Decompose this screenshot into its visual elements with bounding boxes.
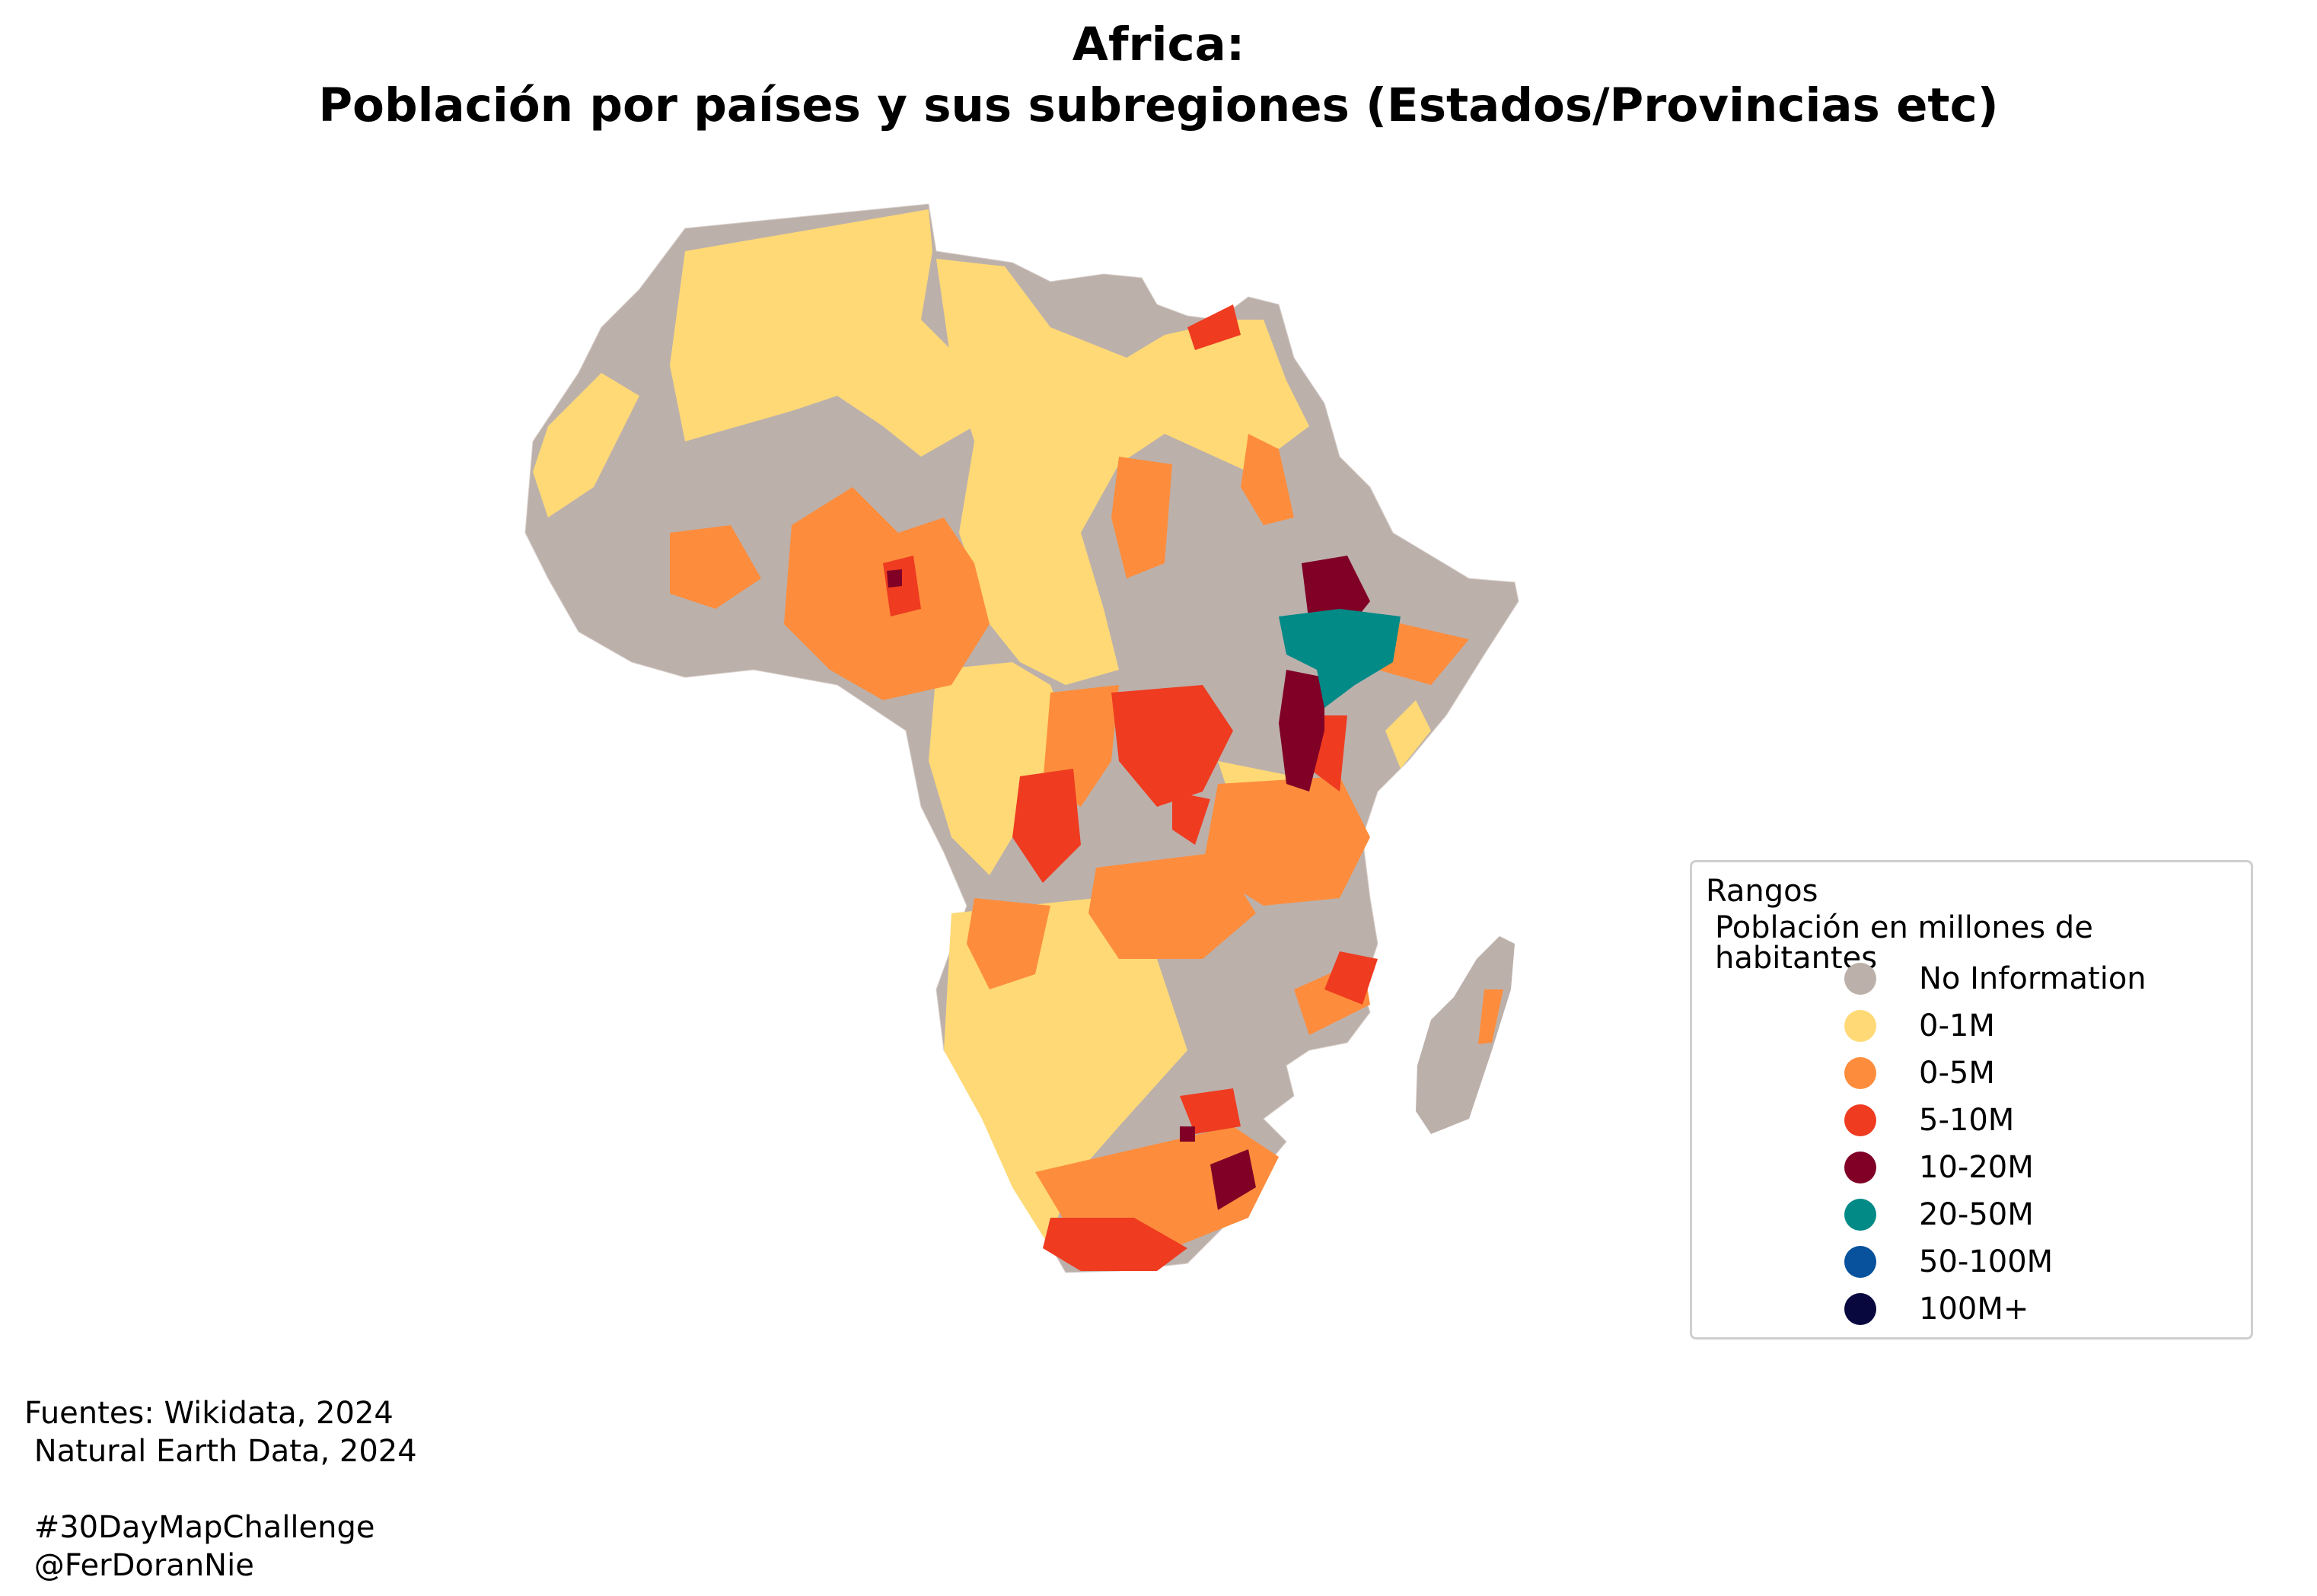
legend-label: 50-100M xyxy=(1919,1244,2054,1279)
range-5-10M-regions xyxy=(883,304,1378,1271)
legend-item: 10-20M xyxy=(1844,1144,2146,1191)
legend-swatch xyxy=(1844,1293,1876,1325)
legend-swatch xyxy=(1844,1246,1876,1278)
legend-label: 10-20M xyxy=(1919,1150,2034,1185)
source-line: Fuentes: Wikidata, 2024 xyxy=(24,1396,394,1431)
madagascar-east-coast xyxy=(1478,989,1503,1044)
range-0-1M-regions xyxy=(533,209,1431,1248)
legend-swatch xyxy=(1844,1199,1876,1231)
range-0-5M-regions xyxy=(670,434,1469,1248)
legend-item: No Information xyxy=(1844,955,2146,1002)
legend-label: 20-50M xyxy=(1919,1197,2034,1232)
legend-label: 5-10M xyxy=(1919,1103,2015,1138)
legend-item: 100M+ xyxy=(1844,1285,2146,1333)
legend: Rangos Población en millones de habitant… xyxy=(1690,860,2253,1340)
legend-item: 5-10M xyxy=(1844,1097,2146,1144)
legend-swatch xyxy=(1844,963,1876,995)
legend-swatch xyxy=(1844,1152,1876,1183)
legend-swatch xyxy=(1844,1010,1876,1042)
madagascar xyxy=(1416,936,1515,1134)
hashtag: #30DayMapChallenge xyxy=(24,1510,375,1545)
source-line: Natural Earth Data, 2024 xyxy=(24,1434,417,1469)
legend-item: 0-5M xyxy=(1844,1050,2146,1097)
legend-label: 0-1M xyxy=(1919,1008,1995,1043)
range-20-50M-regions xyxy=(1279,609,1401,708)
legend-item: 0-1M xyxy=(1844,1002,2146,1050)
source-credits: Fuentes: Wikidata, 2024 Natural Earth Da… xyxy=(24,1394,417,1585)
legend-item: 20-50M xyxy=(1844,1191,2146,1238)
legend-label: 100M+ xyxy=(1919,1292,2029,1327)
author-handle: @FerDoranNie xyxy=(24,1548,254,1583)
map-title-line1: Africa: xyxy=(1072,18,1245,72)
legend-label: 0-5M xyxy=(1919,1056,1995,1091)
legend-swatch xyxy=(1844,1057,1876,1089)
legend-swatch xyxy=(1844,1104,1876,1136)
legend-subtitle: Población en millones de habitantes xyxy=(1715,910,2093,976)
legend-label: No Information xyxy=(1919,961,2146,996)
legend-title: Rangos xyxy=(1706,874,1818,909)
map-title-line2: Población por países y sus subregiones (… xyxy=(318,78,1999,132)
legend-items: No Information 0-1M 0-5M 5-10M 10-20M 20… xyxy=(1844,955,2146,1333)
legend-item: 50-100M xyxy=(1844,1238,2146,1285)
